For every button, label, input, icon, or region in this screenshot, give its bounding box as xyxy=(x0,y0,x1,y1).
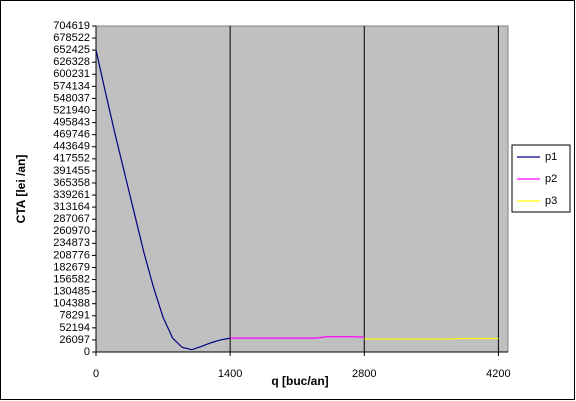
y-tick-label: 443649 xyxy=(53,141,90,153)
y-tick-label: 26097 xyxy=(59,334,90,346)
y-tick-label: 130485 xyxy=(53,286,90,298)
y-tick-label: 417552 xyxy=(53,153,90,165)
legend-label: p1 xyxy=(545,151,557,163)
y-tick-label: 600231 xyxy=(53,68,90,80)
y-tick-label: 574134 xyxy=(53,80,90,92)
y-tick-label: 208776 xyxy=(53,249,90,261)
y-tick-label: 704619 xyxy=(53,20,90,32)
y-tick-label: 287067 xyxy=(53,213,90,225)
y-tick-label: 52194 xyxy=(59,322,90,334)
y-axis-title: CTA [lei /an] xyxy=(14,155,28,224)
series-line xyxy=(95,50,231,351)
y-tick-label: 469746 xyxy=(53,129,90,141)
y-tick-label: 78291 xyxy=(59,310,90,322)
legend-label: p3 xyxy=(545,195,557,207)
y-tick-label: 548037 xyxy=(53,92,90,104)
y-tick-label: 365358 xyxy=(53,177,90,189)
plot-area xyxy=(95,25,509,353)
y-tick-label: 156582 xyxy=(53,273,90,285)
y-tick-label: 104388 xyxy=(53,298,90,310)
y-tick-label: 339261 xyxy=(53,189,90,201)
x-tick-label: 4200 xyxy=(486,368,510,380)
y-tick-label: 521940 xyxy=(53,104,90,116)
x-tick-label: 1400 xyxy=(218,368,242,380)
x-tick-label: 2800 xyxy=(352,368,376,380)
y-tick-label: 260970 xyxy=(53,225,90,237)
y-tick-label: 0 xyxy=(84,346,90,358)
y-tick-label: 182679 xyxy=(53,261,90,273)
series-line xyxy=(230,336,365,339)
x-tick-label: 0 xyxy=(93,368,99,380)
y-tick-label: 495843 xyxy=(53,116,90,128)
y-tick-label: 678522 xyxy=(53,32,90,44)
y-tick-label: 234873 xyxy=(53,237,90,249)
y-tick-label: 313164 xyxy=(53,201,90,213)
x-axis-title: q [buc/an] xyxy=(271,374,328,388)
y-tick-label: 626328 xyxy=(53,56,90,68)
y-tick-label: 652425 xyxy=(53,44,90,56)
y-tick-label: 391455 xyxy=(53,165,90,177)
legend-label: p2 xyxy=(545,173,557,185)
